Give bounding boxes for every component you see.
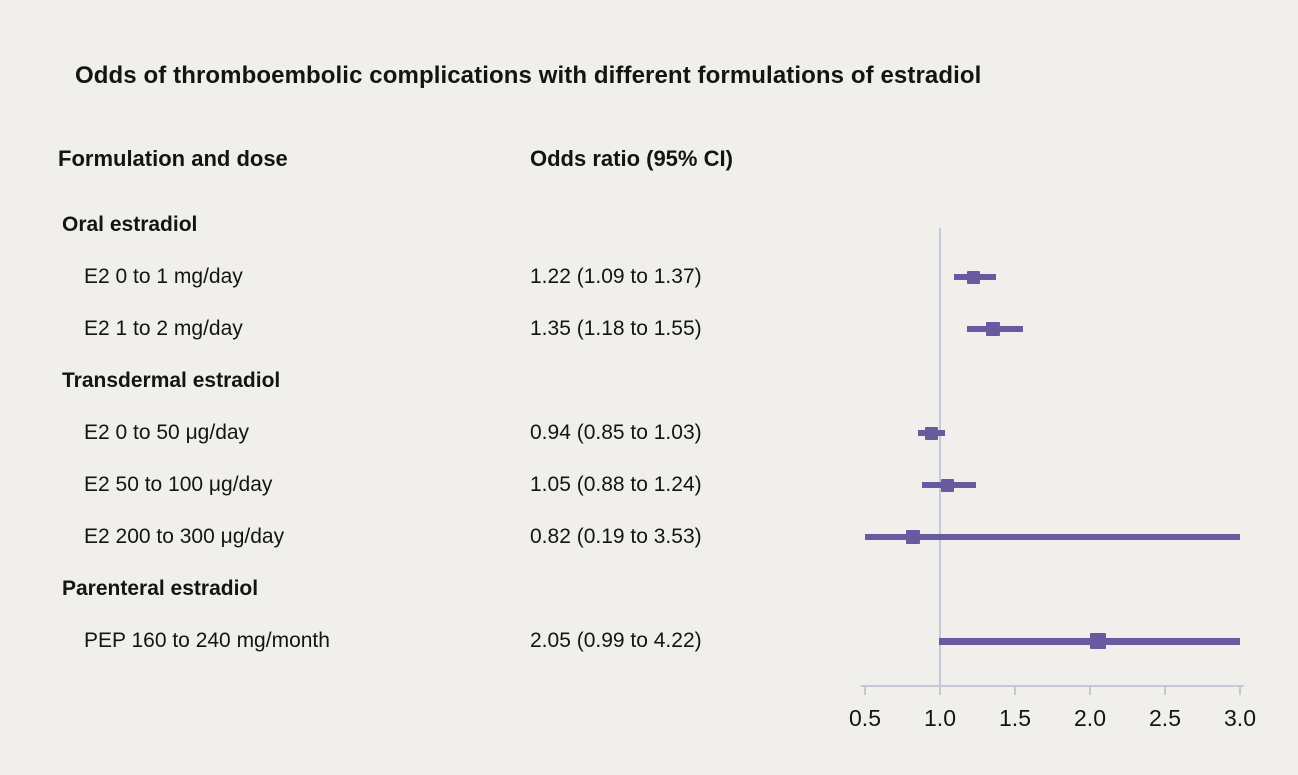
row-label: E2 200 to 300 μg/day [84, 525, 285, 548]
forest-row: E2 1 to 2 mg/day 1.35 (1.18 to 1.55) [0, 303, 1298, 355]
odds-ratio-value: 1.35 (1.18 to 1.55) [530, 317, 702, 340]
x-axis-tick-label: 0.5 [849, 705, 881, 731]
confidence-interval-line [938, 637, 1240, 645]
row-label: Transdermal estradiol [62, 369, 281, 392]
row-label: Parenteral estradiol [62, 577, 259, 600]
point-estimate-marker [985, 322, 1000, 336]
point-estimate-marker [966, 270, 980, 284]
x-axis-tick-label: 2.0 [1074, 705, 1106, 731]
x-axis-tick-label: 2.5 [1149, 705, 1181, 731]
row-label: Oral estradiol [62, 213, 198, 236]
point-estimate-marker [1089, 633, 1106, 649]
x-axis-tick [1089, 685, 1091, 695]
forest-row: E2 50 to 100 μg/day 1.05 (0.88 to 1.24) [0, 459, 1298, 511]
group-row: Transdermal estradiol [0, 355, 1298, 407]
x-axis-tick [1014, 685, 1016, 695]
point-estimate-marker [941, 478, 954, 492]
x-axis-tick [1239, 685, 1241, 695]
odds-ratio-value: 2.05 (0.99 to 4.22) [530, 629, 702, 652]
forest-row: E2 0 to 50 μg/day 0.94 (0.85 to 1.03) [0, 407, 1298, 459]
reference-line [939, 228, 941, 685]
row-label: E2 0 to 1 mg/day [84, 265, 243, 288]
point-estimate-marker [906, 530, 920, 544]
odds-ratio-value: 0.82 (0.19 to 3.53) [530, 525, 702, 548]
forest-row: E2 0 to 1 mg/day 1.22 (1.09 to 1.37) [0, 251, 1298, 303]
odds-ratio-value: 1.22 (1.09 to 1.37) [530, 265, 702, 288]
group-row: Parenteral estradiol [0, 563, 1298, 615]
point-estimate-marker [924, 426, 938, 440]
x-axis-tick [864, 685, 866, 695]
x-axis-line [861, 685, 1244, 687]
odds-ratio-value: 1.05 (0.88 to 1.24) [530, 473, 702, 496]
x-axis-tick-label: 1.0 [924, 705, 956, 731]
group-row: Oral estradiol [0, 199, 1298, 251]
x-axis-tick [939, 685, 941, 695]
chart-title: Odds of thromboembolic complications wit… [75, 62, 982, 89]
column-header-odds-ratio: Odds ratio (95% CI) [530, 146, 733, 171]
row-label: PEP 160 to 240 mg/month [84, 629, 330, 652]
odds-ratio-value: 0.94 (0.85 to 1.03) [530, 421, 702, 444]
x-axis-tick [1164, 685, 1166, 695]
row-label: E2 50 to 100 μg/day [84, 473, 273, 496]
confidence-interval-line [865, 534, 1240, 540]
forest-row: PEP 160 to 240 mg/month 2.05 (0.99 to 4.2… [0, 615, 1298, 667]
row-label: E2 1 to 2 mg/day [84, 317, 243, 340]
column-header-formulation: Formulation and dose [58, 146, 288, 171]
forest-row: E2 200 to 300 μg/day 0.82 (0.19 to 3.53) [0, 511, 1298, 563]
x-axis-tick-label: 3.0 [1224, 705, 1256, 731]
x-axis-tick-label: 1.5 [999, 705, 1031, 731]
row-label: E2 0 to 50 μg/day [84, 421, 250, 444]
